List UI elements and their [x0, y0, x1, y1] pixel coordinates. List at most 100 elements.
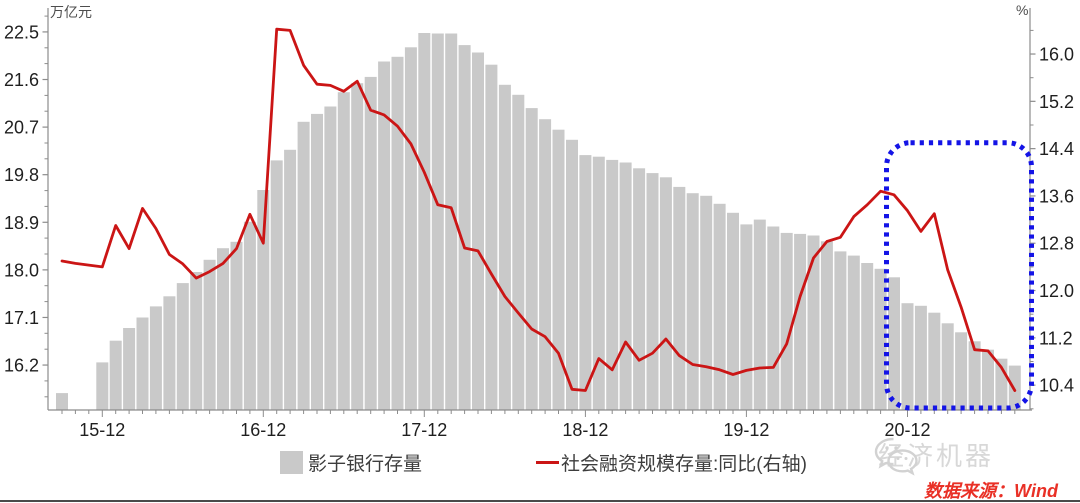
- bar: [525, 108, 538, 410]
- bar: [794, 233, 807, 410]
- bar: [458, 45, 471, 410]
- y-tick-label-right: 11.2: [1039, 328, 1073, 348]
- x-tick-label: 17-12: [401, 420, 447, 440]
- y-tick-label-left: 22.5: [4, 22, 39, 42]
- bar: [56, 393, 68, 410]
- y-tick-label-right: 13.6: [1039, 186, 1074, 206]
- bar: [297, 121, 310, 411]
- x-tick-label: 20-12: [884, 420, 930, 440]
- bar: [311, 113, 323, 411]
- bar: [592, 156, 605, 410]
- bar: [418, 33, 431, 410]
- bar: [606, 159, 619, 410]
- bar: [941, 323, 954, 410]
- bar: [498, 84, 511, 411]
- bar: [955, 332, 968, 410]
- line-series: [60, 27, 1017, 392]
- y-axis-left: 22.5 21.6 20.7 19.8 18.9 18.0 17.1 16.2: [4, 15, 48, 398]
- bar: [753, 219, 766, 410]
- bar: [391, 56, 404, 411]
- bar: [485, 64, 498, 410]
- bar: [324, 106, 337, 410]
- data-source-label: 数据来源：Wind: [924, 481, 1058, 501]
- bar: [914, 305, 927, 410]
- y-tick-label-left: 18.0: [4, 260, 39, 280]
- y-tick-label-right: 16.0: [1039, 45, 1074, 65]
- y-tick-label-left: 16.2: [4, 356, 39, 376]
- y-tick-label-left: 21.6: [4, 70, 39, 90]
- bar: [552, 129, 565, 410]
- wechat-logo-icon: [874, 437, 918, 476]
- bar: [713, 203, 726, 410]
- bar: [431, 33, 444, 410]
- bar: [767, 226, 780, 410]
- bar: [847, 255, 860, 410]
- bar-series: [56, 33, 1021, 411]
- bar: [539, 119, 552, 410]
- bar: [968, 341, 981, 410]
- bar: [659, 177, 672, 410]
- bar: [820, 241, 833, 410]
- bar: [217, 248, 229, 410]
- bar: [270, 160, 283, 410]
- bar: [176, 283, 189, 410]
- y-tick-label-right: 14.4: [1039, 139, 1074, 159]
- x-tick-label: 18-12: [562, 420, 608, 440]
- legend-item-bar: 影子银行存量: [280, 449, 422, 475]
- bar: [673, 186, 686, 410]
- bar-series-swatch: [280, 450, 303, 474]
- bar: [874, 268, 887, 410]
- bar: [727, 212, 739, 410]
- bar: [633, 168, 646, 410]
- bar: [928, 312, 941, 410]
- bar: [230, 241, 243, 410]
- y-tick-label-right: 10.4: [1039, 376, 1074, 396]
- bar: [861, 263, 874, 410]
- y-tick-label-left: 19.8: [4, 165, 39, 185]
- y-tick-label-right: 12.8: [1039, 234, 1074, 254]
- y-tick-label-right: 12.0: [1039, 281, 1074, 301]
- bar: [646, 173, 659, 410]
- line-series-swatch: [536, 460, 559, 464]
- bar: [257, 190, 270, 410]
- bar: [123, 328, 136, 410]
- x-tick-label: 15-12: [79, 420, 125, 440]
- bar: [982, 349, 994, 410]
- bar: [404, 47, 417, 411]
- bar: [364, 76, 377, 411]
- bar: [284, 149, 297, 411]
- bar: [700, 195, 713, 410]
- bar: [780, 232, 793, 410]
- bar: [740, 224, 753, 410]
- bar: [378, 61, 391, 410]
- bar: [579, 155, 592, 410]
- line-series-label: 社会融资规模存量:同比(右轴): [561, 453, 807, 475]
- y-tick-label-left: 20.7: [4, 118, 39, 138]
- bar: [619, 162, 632, 410]
- watermark: 经济机器: [872, 436, 994, 476]
- bar: [203, 259, 216, 410]
- bottom-divider: [0, 500, 1080, 502]
- bar: [834, 251, 847, 410]
- legend-item-line: 社会融资规模存量:同比(右轴): [536, 449, 807, 475]
- bar: [190, 272, 203, 410]
- left-axis-unit-label: 万亿元: [50, 4, 92, 20]
- bar: [901, 303, 914, 410]
- y-axis-right: 16.0 15.2 14.4 13.6 12.8 12.0 11.2 10.4: [1030, 29, 1074, 410]
- bar: [445, 33, 458, 410]
- bar: [163, 296, 176, 410]
- bar: [109, 340, 122, 410]
- y-tick-label-left: 18.9: [4, 213, 39, 233]
- bar: [149, 306, 162, 410]
- bar: [96, 362, 109, 410]
- bar: [351, 83, 364, 410]
- y-tick-label-right: 15.2: [1039, 92, 1074, 112]
- bar: [888, 277, 900, 410]
- bar: [512, 94, 525, 411]
- bar-series-label: 影子银行存量: [308, 453, 423, 475]
- bar: [472, 52, 484, 410]
- highlight-box: [884, 140, 1034, 411]
- bar: [136, 317, 149, 410]
